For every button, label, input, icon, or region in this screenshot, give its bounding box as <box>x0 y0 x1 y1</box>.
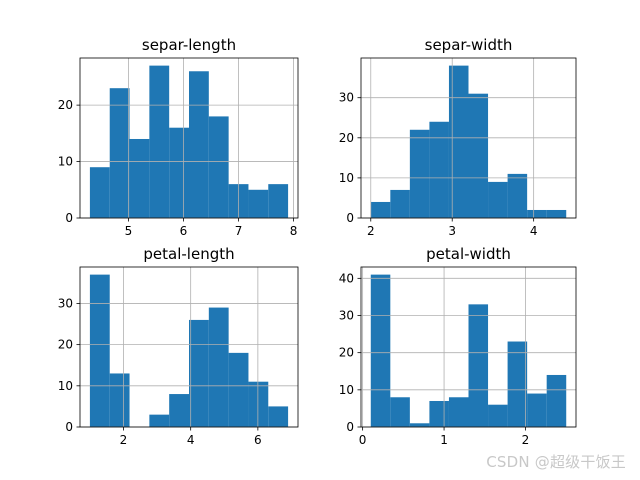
histogram-bar <box>149 65 170 218</box>
y-tick-label: 30 <box>339 309 354 323</box>
y-tick-label: 10 <box>58 155 73 169</box>
chart-title: separ-width <box>425 36 513 54</box>
x-tick-label: 3 <box>448 224 456 238</box>
histogram-bar <box>248 189 269 218</box>
histogram-bar <box>448 65 469 218</box>
subplot-separ-length: separ-length 5 6 7 8 0 10 20 <box>58 36 299 238</box>
chart-title: petal-length <box>143 245 234 263</box>
axes-frame <box>79 266 299 428</box>
histogram-bar <box>370 201 391 218</box>
histogram-bar <box>488 181 508 218</box>
x-tick-label: 5 <box>125 224 133 238</box>
histogram-bar <box>149 414 170 427</box>
chart-title: petal-width <box>426 245 511 263</box>
y-tick-label: 30 <box>58 296 73 310</box>
histogram-bar <box>507 173 528 218</box>
histogram-bar <box>208 307 229 427</box>
histogram-bar <box>89 274 110 427</box>
x-tick-label: 2 <box>522 433 530 447</box>
y-tick-label: 20 <box>58 98 73 112</box>
subplot-separ-width: separ-width 2 3 4 0 10 20 30 <box>339 36 577 238</box>
watermark: CSDN @超级干饭王 <box>486 453 626 471</box>
histogram-bar <box>228 352 249 427</box>
histogram-bar <box>527 209 547 218</box>
axes-frame <box>79 57 299 219</box>
histogram-bar <box>109 88 130 218</box>
histogram-bar <box>268 406 289 427</box>
histogram-bar <box>129 138 150 218</box>
histogram-bar <box>429 121 449 218</box>
histogram-bar <box>468 93 489 218</box>
subplot-petal-length: petal-length 2 4 6 0 10 20 30 <box>58 245 299 447</box>
y-tick-label: 20 <box>339 131 354 145</box>
axes-frame <box>360 266 577 428</box>
histogram-bar <box>546 209 567 218</box>
histogram-bar <box>546 374 567 427</box>
histogram-bar <box>89 167 110 218</box>
y-tick-label: 0 <box>346 420 354 434</box>
y-tick-label: 0 <box>65 211 73 225</box>
x-tick-label: 4 <box>187 433 195 447</box>
histogram-bar <box>527 393 547 427</box>
histogram-bar <box>189 71 209 218</box>
histogram-bar <box>169 394 189 427</box>
y-tick-label: 20 <box>339 346 354 360</box>
histogram-bar <box>448 397 469 427</box>
x-tick-label: 6 <box>180 224 188 238</box>
histogram-bar <box>409 129 430 218</box>
histogram-bar <box>488 404 508 427</box>
y-tick-label: 0 <box>65 420 73 434</box>
x-tick-label: 8 <box>290 224 298 238</box>
y-tick-label: 40 <box>339 271 354 285</box>
x-tick-label: 6 <box>254 433 262 447</box>
histogram-bar <box>268 184 289 218</box>
x-tick-label: 2 <box>120 433 128 447</box>
histogram-bar <box>370 274 391 427</box>
x-tick-label: 7 <box>235 224 243 238</box>
x-tick-label: 0 <box>359 433 367 447</box>
y-tick-label: 0 <box>346 211 354 225</box>
histogram-bar <box>208 116 229 218</box>
histogram-bar <box>390 189 410 218</box>
histogram-bar <box>468 304 489 427</box>
y-tick-label: 10 <box>339 171 354 185</box>
y-tick-label: 10 <box>58 379 73 393</box>
histogram-bar <box>507 341 528 427</box>
y-tick-label: 10 <box>339 383 354 397</box>
y-tick-label: 30 <box>339 91 354 105</box>
histogram-bar <box>109 373 130 427</box>
histogram-bar <box>189 319 209 427</box>
histogram-bar <box>390 397 410 427</box>
x-tick-label: 1 <box>440 433 448 447</box>
x-tick-label: 4 <box>530 224 538 238</box>
histogram-bar <box>169 127 189 218</box>
x-tick-label: 2 <box>367 224 375 238</box>
histogram-bar <box>429 400 449 427</box>
y-tick-label: 20 <box>58 338 73 352</box>
chart-title: separ-length <box>142 36 236 54</box>
histogram-bar <box>409 423 430 427</box>
histogram-bar <box>248 381 269 427</box>
